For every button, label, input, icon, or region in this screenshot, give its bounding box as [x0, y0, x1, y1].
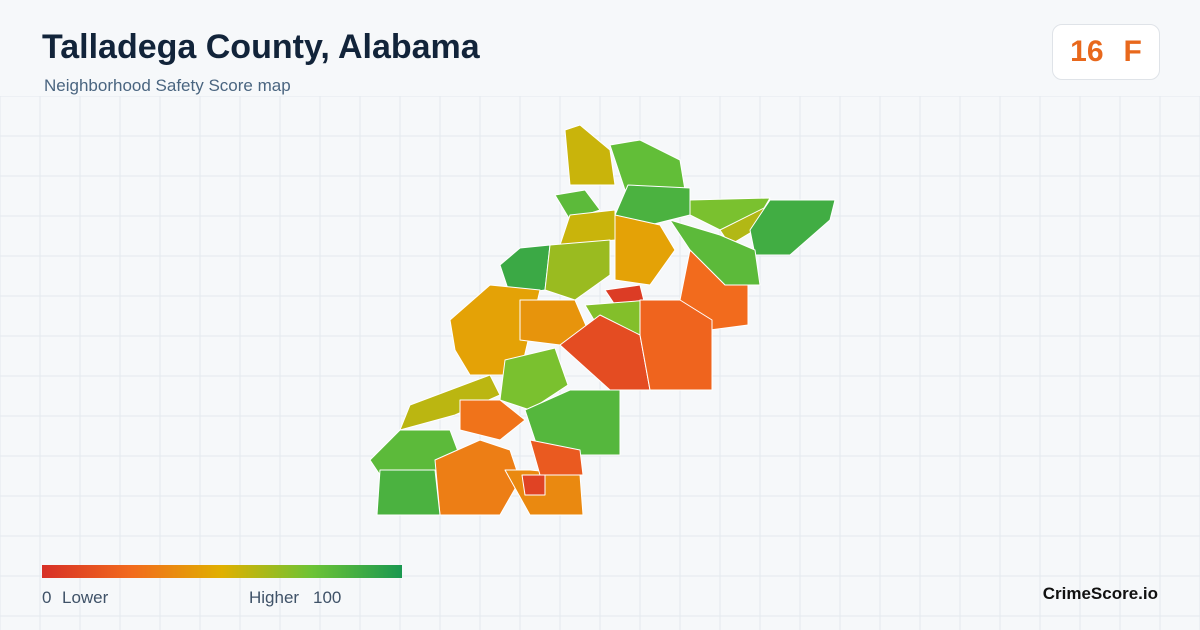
region: [529, 439, 584, 476]
legend-gradient: [42, 565, 402, 578]
score-grade: F: [1123, 35, 1142, 68]
region: [614, 214, 676, 286]
title: Talladega County, Alabama: [42, 28, 480, 66]
region: [376, 469, 441, 516]
subtitle: Neighborhood Safety Score map: [44, 76, 291, 95]
score-value: 16: [1070, 35, 1104, 68]
region: [544, 239, 611, 301]
region: [564, 124, 616, 186]
region: [499, 347, 569, 411]
region: [609, 139, 686, 191]
legend-low-label: Lower: [62, 588, 109, 607]
legend-high-label: Higher: [249, 588, 300, 607]
region: [749, 199, 836, 256]
legend-min: 0: [42, 588, 52, 607]
legend-max: 100: [313, 588, 342, 607]
score-badge: 16 F: [1052, 24, 1160, 80]
region: [459, 399, 526, 441]
region: [639, 299, 713, 391]
brand: CrimeScore.io: [1042, 584, 1158, 603]
region: [521, 474, 546, 496]
